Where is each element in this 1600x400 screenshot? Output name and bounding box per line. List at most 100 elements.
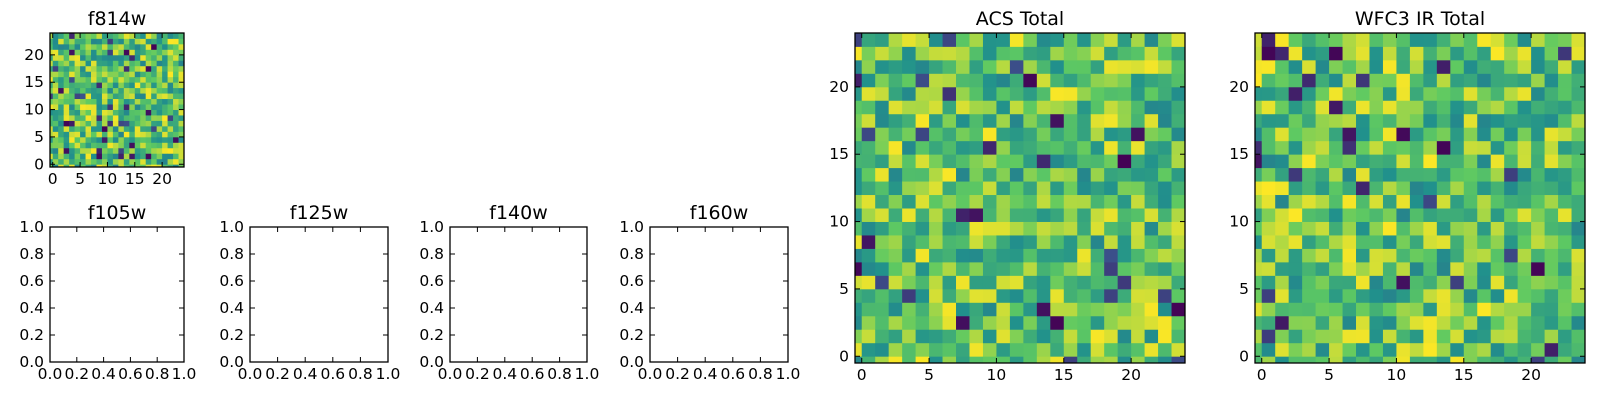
heatmap-cell xyxy=(1329,302,1343,317)
heatmap-cell xyxy=(1090,275,1105,290)
heatmap-cell xyxy=(50,60,54,67)
heatmap-cell xyxy=(96,82,103,89)
heatmap-cell xyxy=(151,120,158,127)
heatmap-cell xyxy=(1077,329,1092,344)
heatmap-cell xyxy=(1288,235,1303,249)
heatmap-cell xyxy=(178,71,184,78)
heatmap-cell xyxy=(167,38,174,45)
heatmap-cell xyxy=(1050,181,1065,196)
heatmap-cell xyxy=(929,167,943,182)
heatmap-cell xyxy=(1036,315,1051,330)
heatmap-cell xyxy=(1342,59,1357,74)
heatmap-cell xyxy=(162,76,168,83)
heatmap-cell xyxy=(50,82,54,89)
heatmap-cell xyxy=(134,82,141,89)
y-tick-label: 0.6 xyxy=(219,272,244,290)
heatmap-cell xyxy=(888,140,903,155)
heatmap-cell xyxy=(134,125,141,132)
heatmap-cell xyxy=(162,38,168,45)
heatmap-cell xyxy=(1261,261,1276,276)
heatmap-cell xyxy=(162,87,168,94)
heatmap-cell xyxy=(91,104,97,110)
heatmap-cell xyxy=(1131,235,1145,249)
heatmap-cell xyxy=(1409,329,1424,344)
heatmap-cell xyxy=(96,54,103,61)
heatmap-cell xyxy=(156,109,163,116)
heatmap-cell xyxy=(1104,73,1119,88)
heatmap-cell xyxy=(1063,46,1078,61)
heatmap-cell xyxy=(1463,167,1478,182)
heatmap-cell xyxy=(1261,194,1276,209)
heatmap-cell xyxy=(1463,127,1478,142)
heatmap-cell xyxy=(861,73,876,88)
heatmap-cell xyxy=(1315,315,1330,330)
heatmap-cell xyxy=(145,164,152,167)
heatmap-cell xyxy=(956,315,970,330)
heatmap-cell xyxy=(888,100,903,115)
heatmap-cell xyxy=(134,76,141,83)
heatmap-cell xyxy=(1050,235,1065,249)
heatmap-cell xyxy=(969,73,984,88)
heatmap-cell xyxy=(956,100,970,115)
heatmap-cell xyxy=(74,93,81,100)
heatmap-cell xyxy=(118,164,125,167)
heatmap-cell xyxy=(1063,275,1078,290)
heatmap-cell xyxy=(1517,33,1532,47)
heatmap-cell xyxy=(178,49,184,56)
heatmap-cell xyxy=(1158,315,1172,330)
heatmap-cell xyxy=(929,315,943,330)
heatmap-cell xyxy=(140,82,147,89)
heatmap-cell xyxy=(156,33,163,39)
heatmap-cell xyxy=(982,221,997,236)
heatmap-cell xyxy=(996,167,1011,182)
heatmap-cell xyxy=(1117,329,1132,344)
heatmap-cell xyxy=(52,93,59,100)
heatmap-cell xyxy=(1382,73,1397,88)
heatmap-cell xyxy=(1369,86,1384,101)
heatmap-cell xyxy=(1063,288,1078,303)
heatmap-cell xyxy=(91,125,97,132)
heatmap-cell xyxy=(861,329,876,344)
heatmap-cell xyxy=(982,342,997,357)
heatmap-cell xyxy=(85,87,92,94)
heatmap-cell xyxy=(1158,113,1172,128)
heatmap-cell xyxy=(1436,33,1451,47)
heatmap-cell xyxy=(50,125,54,132)
heatmap-cell xyxy=(1382,140,1397,155)
heatmap-cell xyxy=(1050,248,1065,263)
heatmap-cell xyxy=(1396,46,1411,61)
heatmap-cell xyxy=(902,140,917,155)
heatmap-cell xyxy=(1396,248,1411,263)
heatmap-cell xyxy=(902,356,917,363)
heatmap-cell xyxy=(1436,356,1451,363)
heatmap-cell xyxy=(1504,46,1519,61)
heatmap-cell xyxy=(1423,342,1438,357)
heatmap-cell xyxy=(1077,100,1092,115)
heatmap-cell xyxy=(85,98,92,105)
heatmap-cell xyxy=(140,71,147,78)
heatmap-cell xyxy=(861,100,876,115)
heatmap-cell xyxy=(52,109,59,116)
x-tick-label: 0.8 xyxy=(547,365,572,383)
heatmap-cell xyxy=(1036,261,1051,276)
heatmap-cell xyxy=(1571,113,1585,128)
heatmap-cell xyxy=(123,147,130,154)
heatmap-cell xyxy=(107,60,114,67)
heatmap-cell xyxy=(1009,73,1024,88)
heatmap-cell xyxy=(1131,329,1145,344)
heatmap-cell xyxy=(69,60,76,67)
heatmap-cell xyxy=(58,131,65,138)
heatmap-cell xyxy=(915,261,930,276)
heatmap-cell xyxy=(1158,288,1172,303)
heatmap-cell xyxy=(956,59,970,74)
heatmap-cell xyxy=(1077,181,1092,196)
heatmap-cell xyxy=(982,154,997,169)
heatmap-cell xyxy=(1450,221,1465,236)
heatmap-cell xyxy=(915,302,930,317)
heatmap-cell xyxy=(1077,167,1092,182)
heatmap-cell xyxy=(1171,33,1185,47)
heatmap-cell xyxy=(1117,302,1132,317)
heatmap-cell xyxy=(861,208,876,222)
